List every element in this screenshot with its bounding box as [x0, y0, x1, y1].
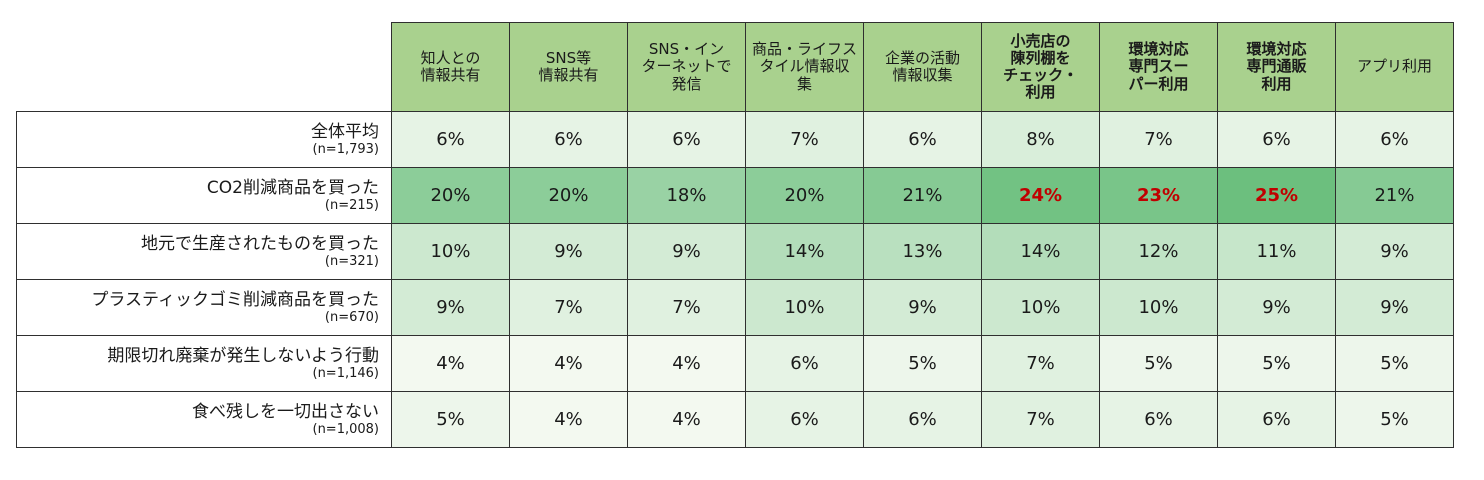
heatmap-cell: 6% — [391, 111, 510, 168]
heatmap-table: 知人との 情報共有 SNS等 情報共有 SNS・イン ターネットで 発信 商品・ライフ… — [16, 22, 1454, 448]
row-label: CO2削減商品を買った (n=215) — [16, 167, 392, 224]
row-label: 食べ残しを一切出さない (n=1,008) — [16, 391, 392, 448]
heatmap-cell: 14% — [981, 223, 1100, 280]
heatmap-cell: 20% — [509, 167, 628, 224]
heatmap-cell: 5% — [1335, 391, 1454, 448]
heatmap-cell: 20% — [745, 167, 864, 224]
heatmap-cell: 6% — [745, 391, 864, 448]
heatmap-cell: 10% — [745, 279, 864, 336]
column-header: 環境対応 専門通販 利用 — [1217, 22, 1336, 112]
heatmap-cell: 12% — [1099, 223, 1218, 280]
row-sample-size: (n=321) — [324, 253, 379, 269]
heatmap-cell: 5% — [1099, 335, 1218, 392]
row-label: プラスティックゴミ削減商品を買った (n=670) — [16, 279, 392, 336]
table-row: プラスティックゴミ削減商品を買った (n=670) 9% 7% 7% 10% 9% 10% 10… — [16, 279, 1454, 336]
heatmap-cell: 6% — [1217, 391, 1336, 448]
heatmap-cell: 7% — [745, 111, 864, 168]
heatmap-cell: 9% — [1217, 279, 1336, 336]
heatmap-cell: 5% — [1217, 335, 1336, 392]
column-header: 知人との 情報共有 — [391, 22, 510, 112]
corner-cell — [17, 23, 392, 112]
heatmap-cell: 9% — [391, 279, 510, 336]
heatmap-cell: 21% — [1335, 167, 1454, 224]
row-sample-size: (n=1,793) — [312, 141, 380, 157]
heatmap-cell: 5% — [391, 391, 510, 448]
heatmap-cell: 5% — [863, 335, 982, 392]
row-label: 期限切れ廃棄が発生しないよう行動 (n=1,146) — [16, 335, 392, 392]
row-label: 地元で生産されたものを買った (n=321) — [16, 223, 392, 280]
table-row: 食べ残しを一切出さない (n=1,008) 5% 4% 4% 6% 6% 7% 6% 6% 5% — [16, 391, 1454, 448]
heatmap-cell: 25% — [1217, 167, 1336, 224]
heatmap-cell: 4% — [627, 335, 746, 392]
heatmap-cell: 21% — [863, 167, 982, 224]
heatmap-cell: 24% — [981, 167, 1100, 224]
heatmap-cell: 4% — [509, 335, 628, 392]
heatmap-cell: 6% — [1099, 391, 1218, 448]
row-name: プラスティックゴミ削減商品を買った — [91, 290, 379, 311]
heatmap-cell: 9% — [1335, 223, 1454, 280]
heatmap-cell: 13% — [863, 223, 982, 280]
heatmap-cell: 8% — [981, 111, 1100, 168]
heatmap-cell: 9% — [863, 279, 982, 336]
heatmap-cell: 9% — [627, 223, 746, 280]
heatmap-cell: 10% — [981, 279, 1100, 336]
heatmap-cell: 6% — [509, 111, 628, 168]
row-name: 食べ残しを一切出さない — [192, 402, 379, 423]
heatmap-cell: 5% — [1335, 335, 1454, 392]
heatmap-cell: 6% — [863, 111, 982, 168]
column-header: 商品・ライフス タイル情報収 集 — [745, 22, 864, 112]
heatmap-cell: 9% — [1335, 279, 1454, 336]
column-header: アプリ利用 — [1335, 22, 1454, 112]
table-row: 期限切れ廃棄が発生しないよう行動 (n=1,146) 4% 4% 4% 6% 5% 7% 5% 5… — [16, 335, 1454, 392]
heatmap-cell: 10% — [391, 223, 510, 280]
heatmap-cell: 9% — [509, 223, 628, 280]
heatmap-cell: 6% — [1335, 111, 1454, 168]
heatmap-cell: 7% — [627, 279, 746, 336]
column-header: SNS・イン ターネットで 発信 — [627, 22, 746, 112]
heatmap-cell: 11% — [1217, 223, 1336, 280]
heatmap-cell: 20% — [391, 167, 510, 224]
heatmap-cell: 4% — [627, 391, 746, 448]
heatmap-cell: 23% — [1099, 167, 1218, 224]
heatmap-cell: 7% — [981, 335, 1100, 392]
row-label: 全体平均 (n=1,793) — [16, 111, 392, 168]
table-row: 地元で生産されたものを買った (n=321) 10% 9% 9% 14% 13% 14% 12%… — [16, 223, 1454, 280]
row-sample-size: (n=1,146) — [312, 365, 380, 381]
row-sample-size: (n=670) — [324, 309, 379, 325]
column-header: 小売店の 陳列棚を チェック・ 利用 — [981, 22, 1100, 112]
heatmap-cell: 6% — [745, 335, 864, 392]
heatmap-cell: 6% — [863, 391, 982, 448]
table-row: 全体平均 (n=1,793) 6% 6% 6% 7% 6% 8% 7% 6% 6% — [16, 111, 1454, 168]
column-header: 環境対応 専門スー パー利用 — [1099, 22, 1218, 112]
table-body: 全体平均 (n=1,793) 6% 6% 6% 7% 6% 8% 7% 6% 6% CO2削減商品を買… — [16, 111, 1454, 448]
row-sample-size: (n=1,008) — [312, 421, 380, 437]
heatmap-cell: 14% — [745, 223, 864, 280]
column-header: 企業の活動 情報収集 — [863, 22, 982, 112]
column-header: SNS等 情報共有 — [509, 22, 628, 112]
row-name: 全体平均 — [311, 122, 379, 143]
heatmap-cell: 10% — [1099, 279, 1218, 336]
heatmap-cell: 7% — [1099, 111, 1218, 168]
row-sample-size: (n=215) — [324, 197, 379, 213]
row-name: 地元で生産されたものを買った — [141, 234, 379, 255]
heatmap-cell: 4% — [391, 335, 510, 392]
heatmap-cell: 4% — [509, 391, 628, 448]
table-row: CO2削減商品を買った (n=215) 20% 20% 18% 20% 21% 24% 23% 2… — [16, 167, 1454, 224]
heatmap-cell: 6% — [1217, 111, 1336, 168]
row-name: 期限切れ廃棄が発生しないよう行動 — [107, 346, 379, 367]
header-row: 知人との 情報共有 SNS等 情報共有 SNS・イン ターネットで 発信 商品・ライフ… — [17, 22, 1454, 112]
heatmap-cell: 7% — [509, 279, 628, 336]
heatmap-cell: 7% — [981, 391, 1100, 448]
heatmap-cell: 6% — [627, 111, 746, 168]
row-name: CO2削減商品を買った — [206, 178, 379, 199]
heatmap-cell: 18% — [627, 167, 746, 224]
